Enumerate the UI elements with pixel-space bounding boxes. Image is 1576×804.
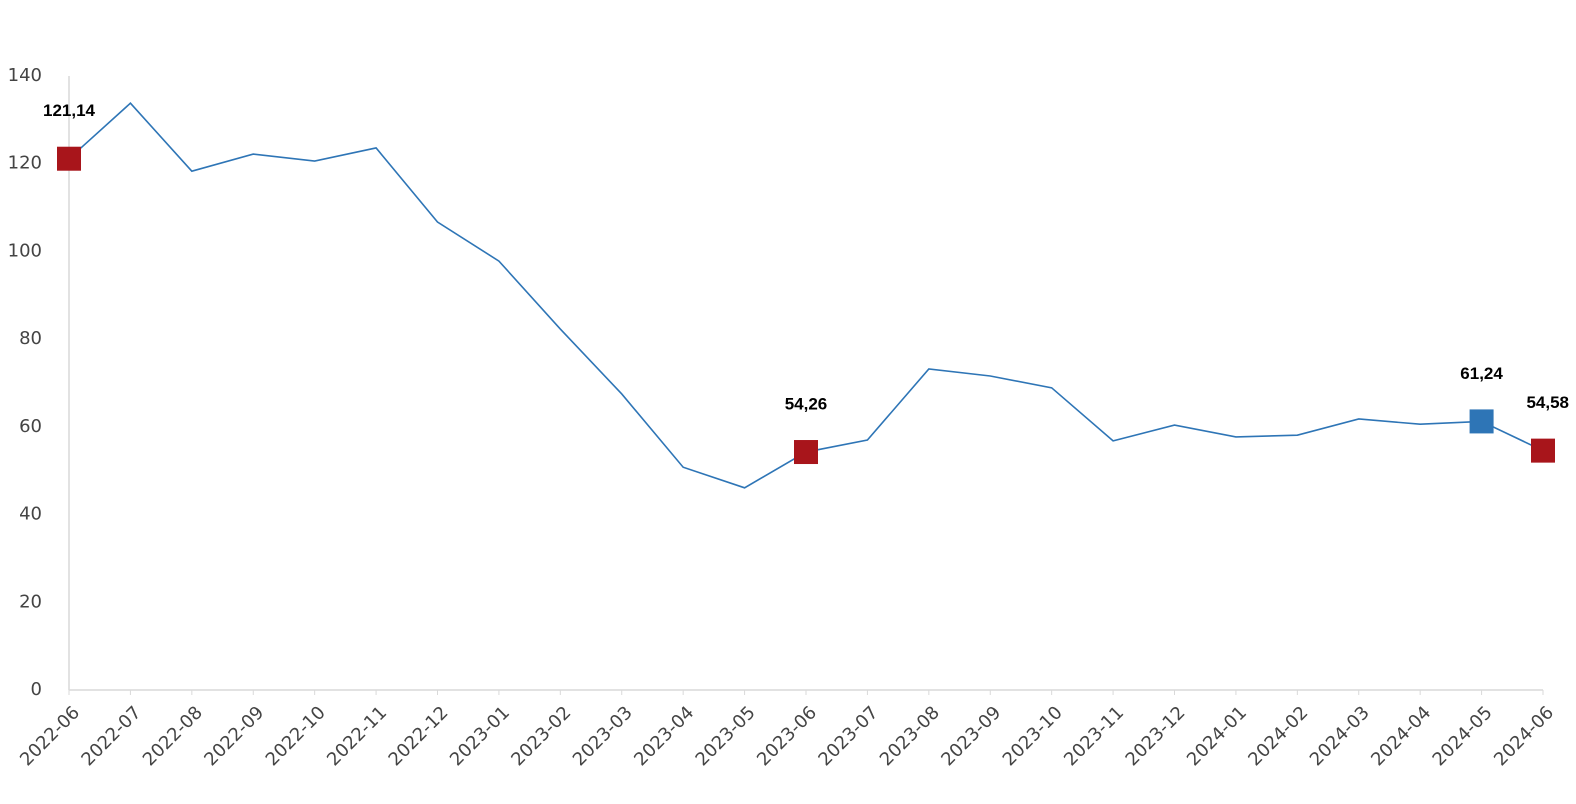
y-tick-label: 100 [8,240,42,261]
x-tick-label: 2022-06 [16,702,84,770]
x-tick-label: 2022-10 [262,702,330,770]
x-tick-label: 2024-04 [1367,702,1435,770]
x-tick-label: 2023-04 [630,702,698,770]
highlight-marker [57,146,81,171]
x-tick-label: 2023-06 [753,702,821,770]
y-tick-label: 120 [8,153,42,174]
x-tick-label: 2023-02 [507,702,575,770]
x-tick-label: 2023-01 [446,702,514,770]
x-tick-label: 2024-03 [1306,702,1374,770]
value-label: 54,58 [1526,393,1569,412]
highlight-marker [1531,438,1555,463]
x-tick-label: 2024-06 [1490,702,1558,770]
x-tick-label: 2023-12 [1122,702,1190,770]
x-tick-label: 2024-05 [1429,702,1497,770]
x-tick-label: 2024-02 [1244,702,1312,770]
value-label: 54,26 [785,395,828,414]
x-tick-label: 2023-10 [999,702,1067,770]
x-tick-label: 2022-11 [323,702,391,770]
value-label: 61,24 [1460,364,1503,383]
y-tick-label: 0 [31,679,42,700]
data-line [68,102,1544,489]
y-tick-label: 40 [19,504,42,525]
highlight-marker [1469,409,1494,434]
x-tick-label: 2022-09 [200,702,268,770]
x-tick-label: 2023-03 [569,702,637,770]
x-tick-label: 2022-12 [385,702,453,770]
y-tick-label: 60 [19,416,42,437]
x-tick-label: 2022-07 [77,702,145,770]
x-tick-label: 2023-09 [937,702,1005,770]
y-tick-label: 80 [19,328,42,349]
value-label: 121,14 [43,101,96,120]
highlight-marker [794,440,818,465]
x-tick-label: 2023-05 [692,702,760,770]
x-tick-label: 2024-01 [1183,702,1251,770]
y-tick-label: 140 [8,65,42,86]
x-tick-label: 2023-11 [1060,702,1128,770]
y-tick-label: 20 [19,591,42,612]
x-tick-label: 2023-07 [814,702,882,770]
x-tick-label: 2022-08 [139,702,207,770]
x-tick-label: 2023-08 [876,702,944,770]
